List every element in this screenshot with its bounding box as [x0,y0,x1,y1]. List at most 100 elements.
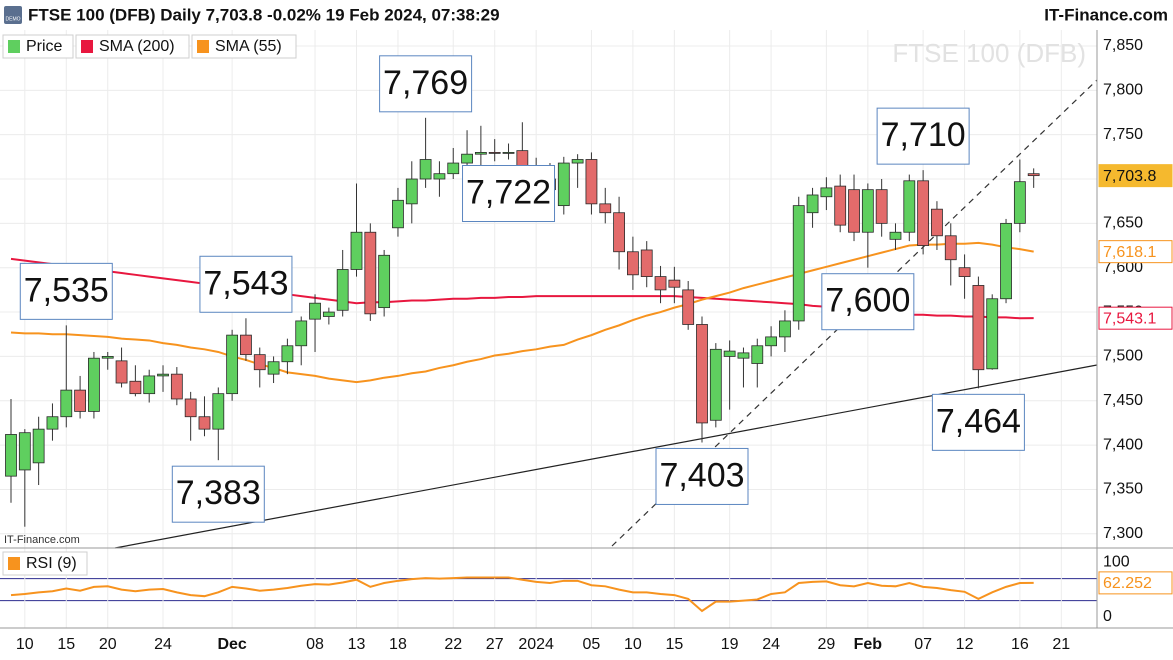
candle-body [571,159,584,164]
candle-body [751,345,764,364]
annotation-label: 7,769 [383,64,468,102]
annotation-box [655,447,749,505]
annotation-box [931,393,1025,451]
candle-body [792,205,805,322]
legend-box [2,34,74,59]
candle-body [779,320,791,338]
annotation-box [462,165,556,222]
candle-body [1000,222,1012,300]
candle-body [392,199,404,229]
candle-body [986,298,999,370]
candle-body [74,389,86,412]
value-tag-label: 7,543.1 [1103,310,1156,327]
candle-body [336,269,349,311]
candle-body [322,311,335,317]
candle-body [5,434,17,477]
value-tag [1098,164,1173,188]
x-tick-label: 21 [1052,636,1070,653]
x-tick-label: 13 [348,636,366,653]
candle-body [709,348,722,421]
candle-body [958,267,971,277]
sma-line [10,241,1034,384]
candle-body [461,153,473,164]
x-tick-label: 15 [665,636,683,653]
legend-label: RSI (9) [26,555,77,572]
annotation-label: 7,710 [881,116,966,154]
candle-body [433,173,446,180]
candle-body [184,398,197,418]
y-tick-label: 7,850 [1103,37,1143,54]
y-tick-label: 7,350 [1103,481,1143,498]
legend-box [191,34,297,59]
value-tag-label: 7,703.8 [1103,168,1156,185]
candle-body [101,356,114,359]
candle-body [46,416,59,430]
candle-body [944,235,957,261]
annotation-box [876,107,970,165]
candle-body [696,324,708,424]
legend-label: SMA (200) [99,38,175,55]
candle-body [212,393,225,430]
candle-body [834,185,847,226]
candle-body [1027,173,1040,177]
legend-box [2,551,88,576]
annotation-box [199,255,293,313]
candle-body [765,336,777,347]
annotation-label: 7,600 [825,282,910,320]
candle-body [613,212,625,253]
candle-body [198,416,211,430]
y-tick-label: 7,400 [1103,436,1143,453]
candle-body [253,354,266,371]
candle-body [737,352,750,359]
candle-body [474,152,487,155]
legend: Price SMA (200) SMA (55) RSI (9) [2,34,297,576]
legend-swatch [8,40,20,53]
candle-body [599,203,612,214]
value-tag [1098,571,1173,595]
value-tag-label: 7,618.1 [1103,244,1156,261]
y-tick-label: 7,800 [1103,82,1143,99]
candle-body [18,432,31,471]
x-tick-label: 22 [444,636,462,653]
annotation-box [19,262,113,320]
x-tick-label: 10 [624,636,642,653]
candle-body [972,285,985,371]
candle-body [502,152,515,154]
candle-body [806,194,819,214]
x-tick-label: Dec [217,636,246,653]
badge-icon [4,6,22,24]
candle-body [350,231,363,270]
candle-body [170,373,183,400]
axis-background [1097,0,1173,660]
x-tick-label: 10 [16,636,34,653]
candle-body [557,162,570,207]
rsi-line [10,576,1034,613]
chart-title: FTSE 100 (DFB) Daily 7,703.8 -0.02% 19 F… [28,5,500,24]
candle-body [903,180,916,233]
y-tick-label: 7,300 [1103,525,1143,542]
footer: IT-Finance.com [4,534,80,546]
candle-body [723,350,736,357]
candle-body [226,334,239,395]
legend-label: SMA (55) [215,38,282,55]
candle-body [60,389,73,418]
grid-layer [0,30,1097,628]
candle-body [419,159,432,180]
candle-body [931,208,943,237]
annotation-box [171,465,265,523]
annotation-label: 7,383 [176,474,261,512]
x-tick-label: 18 [389,636,407,653]
legend-swatch [8,557,20,570]
y-tick-label: 7,650 [1103,215,1143,232]
x-tick-label: 19 [721,636,739,653]
x-tick-label: 05 [583,636,601,653]
candle-body [627,251,639,276]
candle-body [848,189,860,233]
candle-body [861,189,874,233]
candle-body [640,249,653,277]
candle-body [309,302,321,320]
candle-body [682,289,695,325]
y-tick-label: 7,450 [1103,392,1143,409]
candle-body [405,178,418,205]
